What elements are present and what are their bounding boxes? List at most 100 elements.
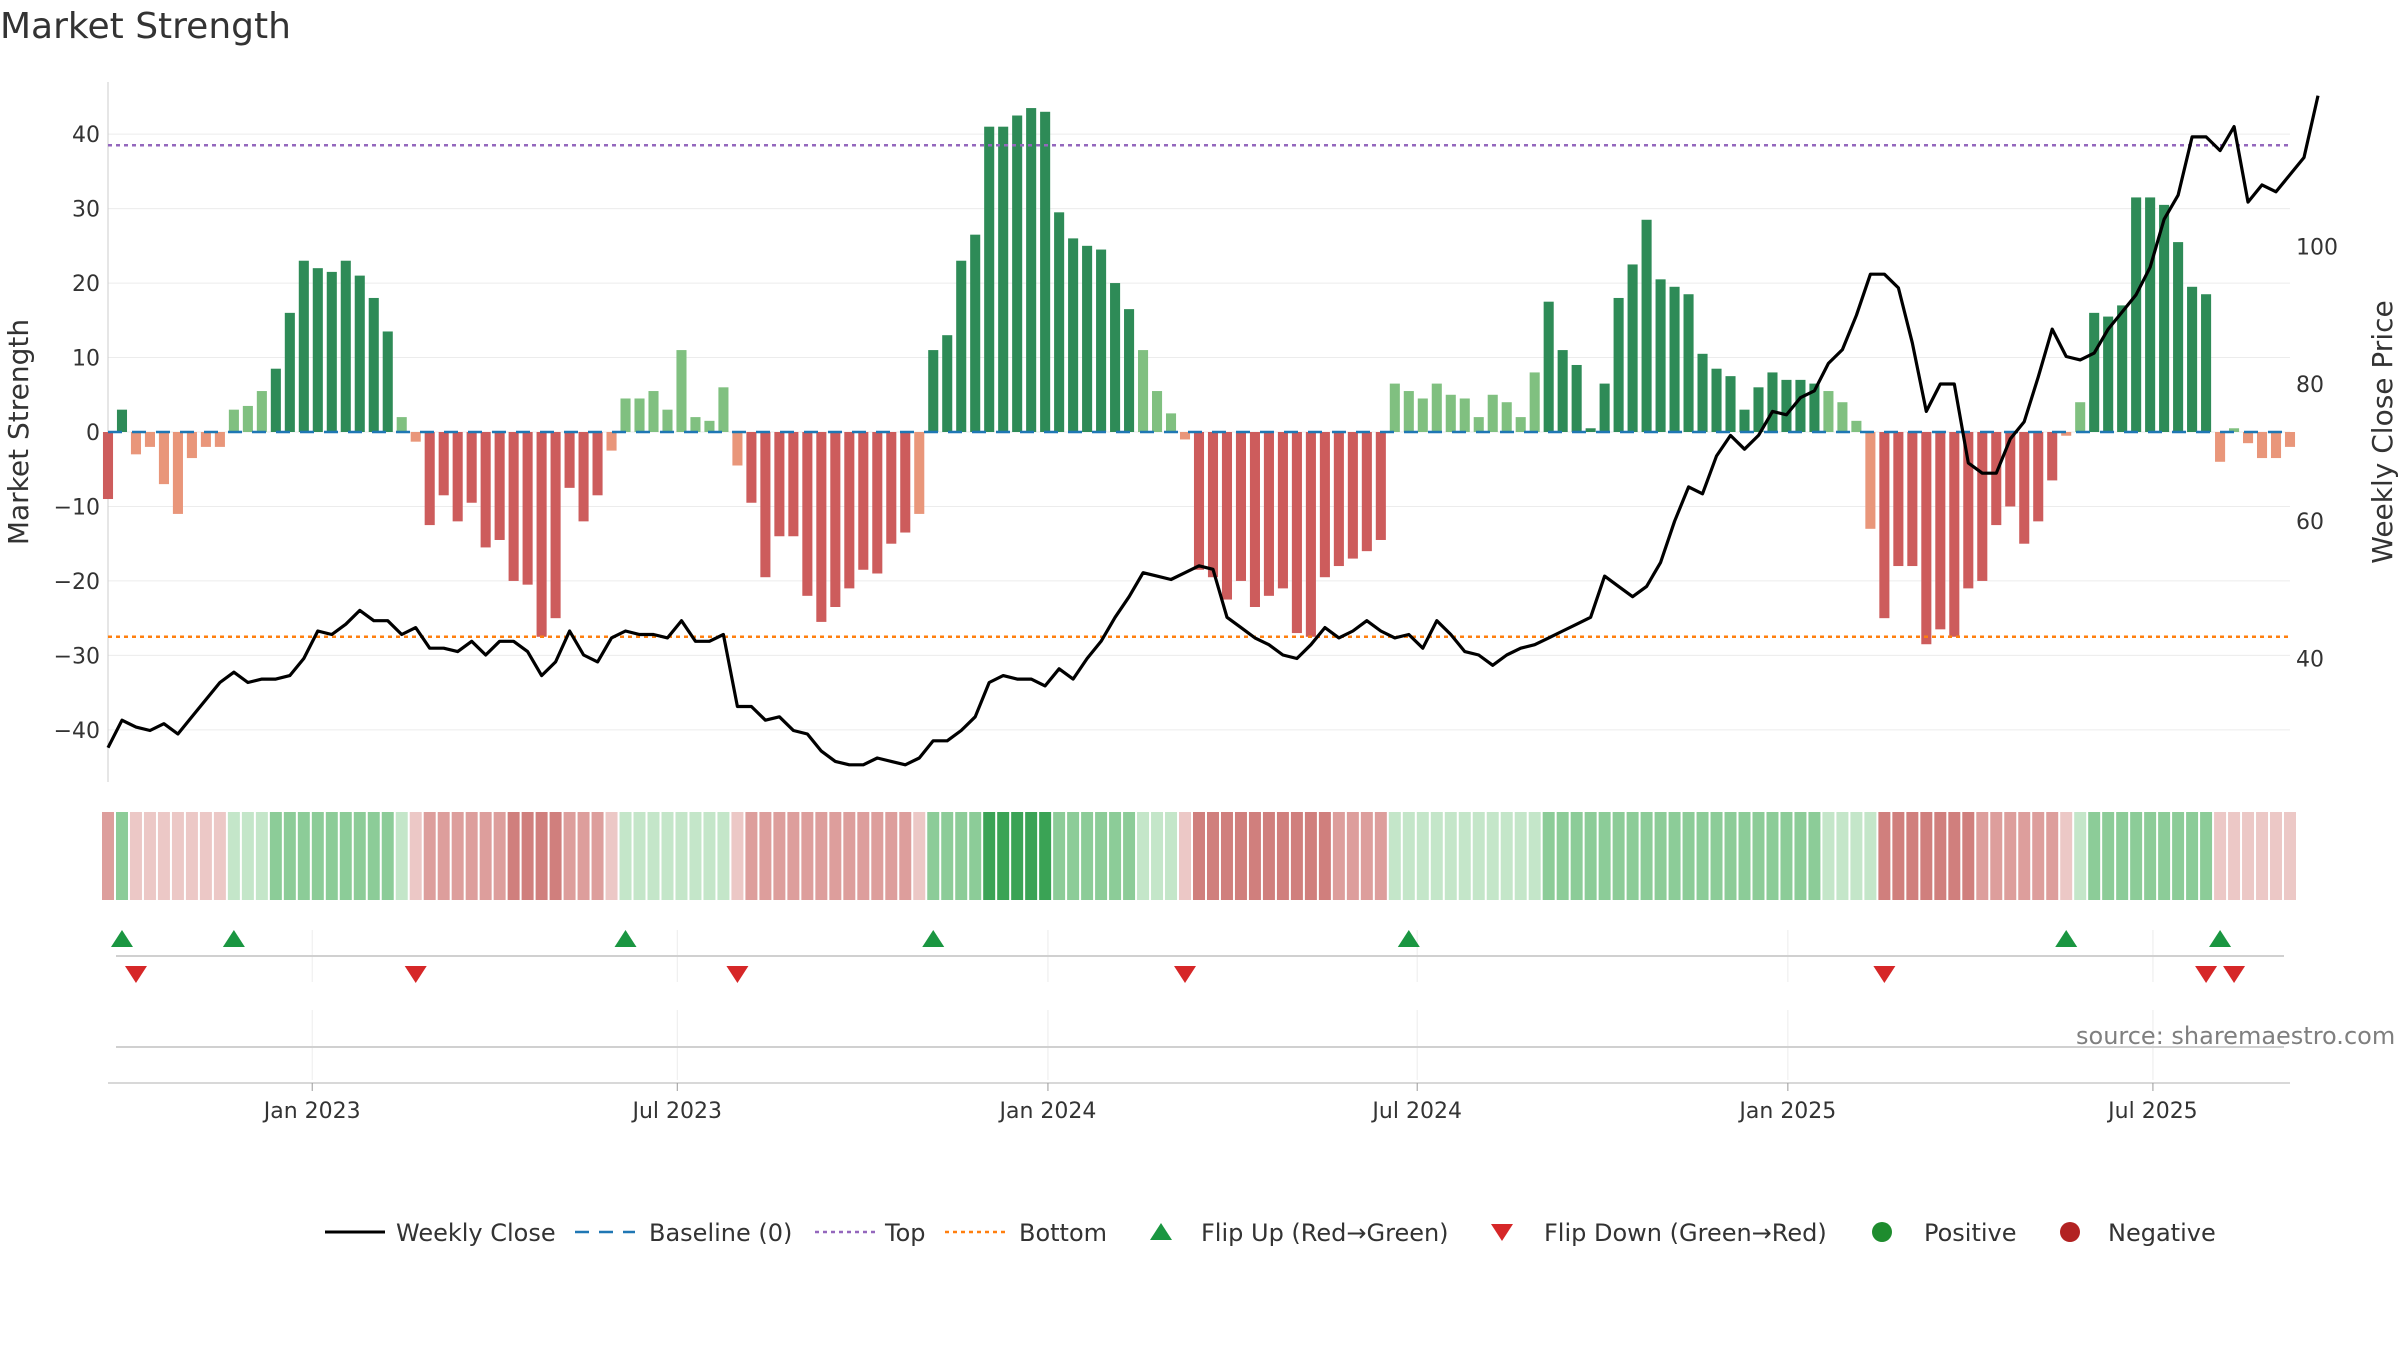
regime-cell — [885, 812, 898, 900]
regime-cell — [423, 812, 436, 900]
regime-cell — [661, 812, 674, 900]
strength-bar — [984, 126, 995, 433]
regime-cell — [1766, 812, 1779, 900]
strength-bar — [1110, 283, 1121, 432]
strength-bar — [1263, 432, 1274, 596]
strength-bar — [1179, 432, 1191, 440]
strength-bar — [256, 391, 267, 432]
strength-bar — [2173, 242, 2184, 432]
regime-cell — [2018, 812, 2031, 900]
strength-bar — [970, 234, 981, 432]
strength-bar — [1543, 301, 1554, 432]
regime-cell — [2102, 812, 2115, 900]
regime-cell — [255, 812, 268, 900]
regime-cell — [129, 812, 142, 900]
strength-bar — [1711, 368, 1722, 432]
strength-bar — [872, 432, 883, 574]
strength-bar — [1235, 432, 1246, 581]
strength-bar — [1054, 212, 1065, 432]
strength-bar — [1277, 432, 1288, 589]
strength-bar — [1627, 264, 1638, 432]
regime-cell — [1067, 812, 1080, 900]
strength-bar — [1585, 428, 1596, 432]
regime-cell — [2200, 812, 2213, 900]
strength-bar — [368, 297, 379, 432]
regime-cell — [1430, 812, 1443, 900]
strength-bar — [1124, 309, 1135, 432]
regime-cell — [605, 812, 618, 900]
strength-bar — [396, 417, 407, 432]
regime-cell — [493, 812, 506, 900]
strength-bar — [914, 432, 925, 514]
regime-cell — [479, 812, 492, 900]
weekly-close-line — [106, 95, 2320, 767]
flip-down-marker — [726, 966, 749, 983]
legend-swatch-flip-up — [1150, 1223, 1172, 1240]
strength-bar — [1725, 376, 1736, 432]
strength-bar — [746, 432, 757, 503]
regime-cell — [1458, 812, 1471, 900]
regime-cell — [2004, 812, 2017, 900]
strength-bar — [2243, 432, 2254, 444]
strength-bar — [382, 331, 393, 432]
regime-cell — [1724, 812, 1737, 900]
strength-bar — [1487, 394, 1498, 432]
regime-cell — [2214, 812, 2227, 900]
strength-bar — [228, 409, 239, 432]
strength-bar — [1739, 409, 1750, 432]
strength-bar — [298, 260, 309, 432]
flip-up-marker — [2209, 930, 2232, 947]
regime-cell — [185, 812, 198, 900]
regime-cell — [395, 812, 408, 900]
regime-cell — [1682, 812, 1695, 900]
regime-cell — [535, 812, 548, 900]
regime-cell — [1402, 812, 1415, 900]
regime-cell — [1962, 812, 1975, 900]
legend-label: Positive — [1924, 1219, 2017, 1247]
strength-bar — [1921, 432, 1932, 645]
regime-cell — [591, 812, 604, 900]
strength-bar — [564, 432, 575, 488]
regime-cell — [1388, 812, 1401, 900]
strength-bar — [1753, 387, 1764, 432]
x-tick-label: Jan 2025 — [1737, 1099, 1836, 1124]
strength-bar — [1012, 115, 1023, 433]
legend-swatch-negative — [2060, 1222, 2080, 1242]
strength-bar — [2284, 432, 2296, 447]
strength-bar — [1445, 394, 1456, 432]
flip-down-marker — [1873, 966, 1896, 983]
strength-bar — [2117, 305, 2128, 432]
strength-bar — [802, 432, 813, 596]
source-note: source: sharemaestro.com — [2076, 1022, 2396, 1050]
y2-axis-label: Weekly Close Price — [2366, 300, 2399, 563]
regime-cell — [157, 812, 170, 900]
y-tick-label: 40 — [72, 123, 100, 148]
regime-cell — [283, 812, 296, 900]
strength-bar — [1305, 432, 1316, 637]
strength-bar — [1809, 383, 1820, 432]
regime-cell — [843, 812, 856, 900]
strength-bar — [340, 260, 351, 432]
regime-cell — [1528, 812, 1541, 900]
regime-cell — [619, 812, 632, 900]
strength-bar — [214, 432, 225, 447]
x-tick-label: Jul 2025 — [2106, 1099, 2198, 1124]
regime-cell — [1332, 812, 1345, 900]
y-tick-label: −40 — [54, 719, 100, 744]
regime-cell — [1220, 812, 1233, 900]
strength-bar — [1641, 219, 1652, 432]
regime-cell — [1654, 812, 1667, 900]
regime-cell — [1794, 812, 1807, 900]
regime-cell — [437, 812, 450, 900]
regime-cell — [1137, 812, 1150, 900]
strength-bar — [1781, 379, 1792, 432]
strength-bar — [2005, 432, 2016, 507]
regime-cell — [1668, 812, 1681, 900]
strength-bar — [2145, 197, 2156, 432]
regime-cell — [102, 812, 114, 900]
regime-cell — [1374, 812, 1387, 900]
strength-bar — [1431, 383, 1442, 432]
y2-tick-label: 40 — [2296, 647, 2324, 672]
regime-cell — [1892, 812, 1905, 900]
regime-cell — [1206, 812, 1219, 900]
